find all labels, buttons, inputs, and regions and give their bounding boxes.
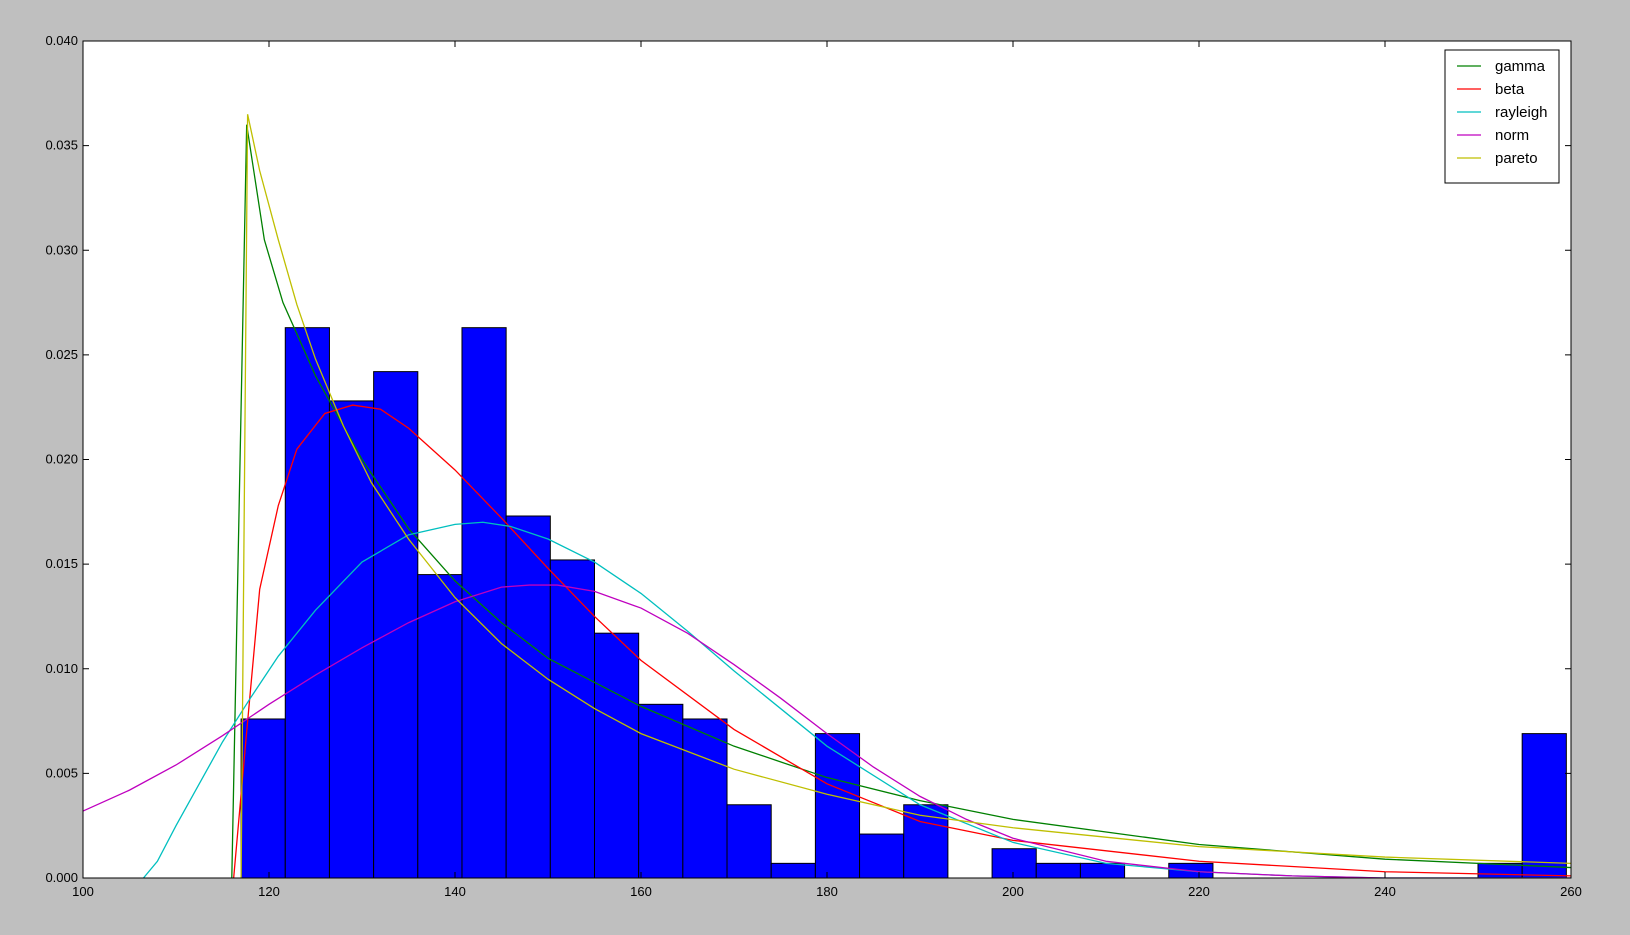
histogram-bar bbox=[1079, 862, 1126, 879]
y-tick-label: 0.020 bbox=[45, 452, 78, 467]
x-tick-label: 180 bbox=[816, 884, 838, 899]
x-tick-label: 220 bbox=[1188, 884, 1210, 899]
histogram-bar bbox=[903, 804, 949, 879]
x-tick-label: 240 bbox=[1374, 884, 1396, 899]
histogram-bar bbox=[991, 848, 1037, 879]
y-tick-label: 0.000 bbox=[45, 870, 78, 885]
series-line-rayleigh bbox=[142, 521, 1571, 878]
x-tick-label: 160 bbox=[630, 884, 652, 899]
histogram-bar bbox=[505, 515, 551, 879]
histogram-bar bbox=[770, 862, 816, 879]
histogram-bar bbox=[682, 718, 728, 879]
histogram-bar bbox=[549, 559, 596, 879]
histogram-bar bbox=[859, 833, 905, 879]
y-tick-label: 0.040 bbox=[45, 33, 78, 48]
histogram-bar bbox=[638, 703, 684, 879]
histogram-bar bbox=[1521, 733, 1567, 879]
fitted-curves bbox=[83, 114, 1571, 878]
legend-label-beta: beta bbox=[1495, 81, 1525, 98]
legend: gamma beta rayleigh norm pareto bbox=[1444, 49, 1560, 184]
histogram-bar bbox=[373, 371, 419, 879]
y-tick-label: 0.025 bbox=[45, 347, 78, 362]
legend-label-rayleigh: rayleigh bbox=[1495, 104, 1548, 121]
series-line-beta bbox=[233, 404, 1571, 878]
histogram-bar bbox=[1035, 862, 1081, 879]
axis-ticks: 100 120 140 160 180 200 220 240 260 0.000 0.005 0.0… bbox=[45, 33, 1581, 899]
histogram-bar bbox=[814, 733, 861, 879]
histogram-bar bbox=[417, 574, 463, 879]
y-tick-label: 0.010 bbox=[45, 661, 78, 676]
y-tick-label: 0.035 bbox=[45, 138, 78, 153]
y-tick-label: 0.030 bbox=[45, 242, 78, 257]
legend-box bbox=[1444, 49, 1560, 184]
histogram-bar bbox=[461, 327, 507, 879]
x-tick-label: 260 bbox=[1560, 884, 1582, 899]
histogram-bar bbox=[328, 400, 375, 879]
x-tick-label: 120 bbox=[258, 884, 280, 899]
y-tick-label: 0.015 bbox=[45, 556, 78, 571]
histogram-bar bbox=[240, 718, 286, 879]
legend-label-norm: norm bbox=[1495, 127, 1529, 144]
y-tick-label: 0.005 bbox=[45, 765, 78, 780]
histogram-bar bbox=[726, 804, 772, 879]
histogram-bar bbox=[594, 632, 640, 879]
histogram-bars bbox=[240, 327, 1567, 879]
series-line-gamma bbox=[231, 124, 1571, 878]
legend-label-pareto: pareto bbox=[1495, 150, 1538, 167]
x-tick-label: 200 bbox=[1002, 884, 1024, 899]
series-line-norm bbox=[83, 584, 1571, 878]
x-tick-label: 140 bbox=[444, 884, 466, 899]
legend-label-gamma: gamma bbox=[1495, 58, 1546, 75]
series-line-pareto bbox=[240, 114, 1571, 878]
x-tick-label: 100 bbox=[72, 884, 94, 899]
